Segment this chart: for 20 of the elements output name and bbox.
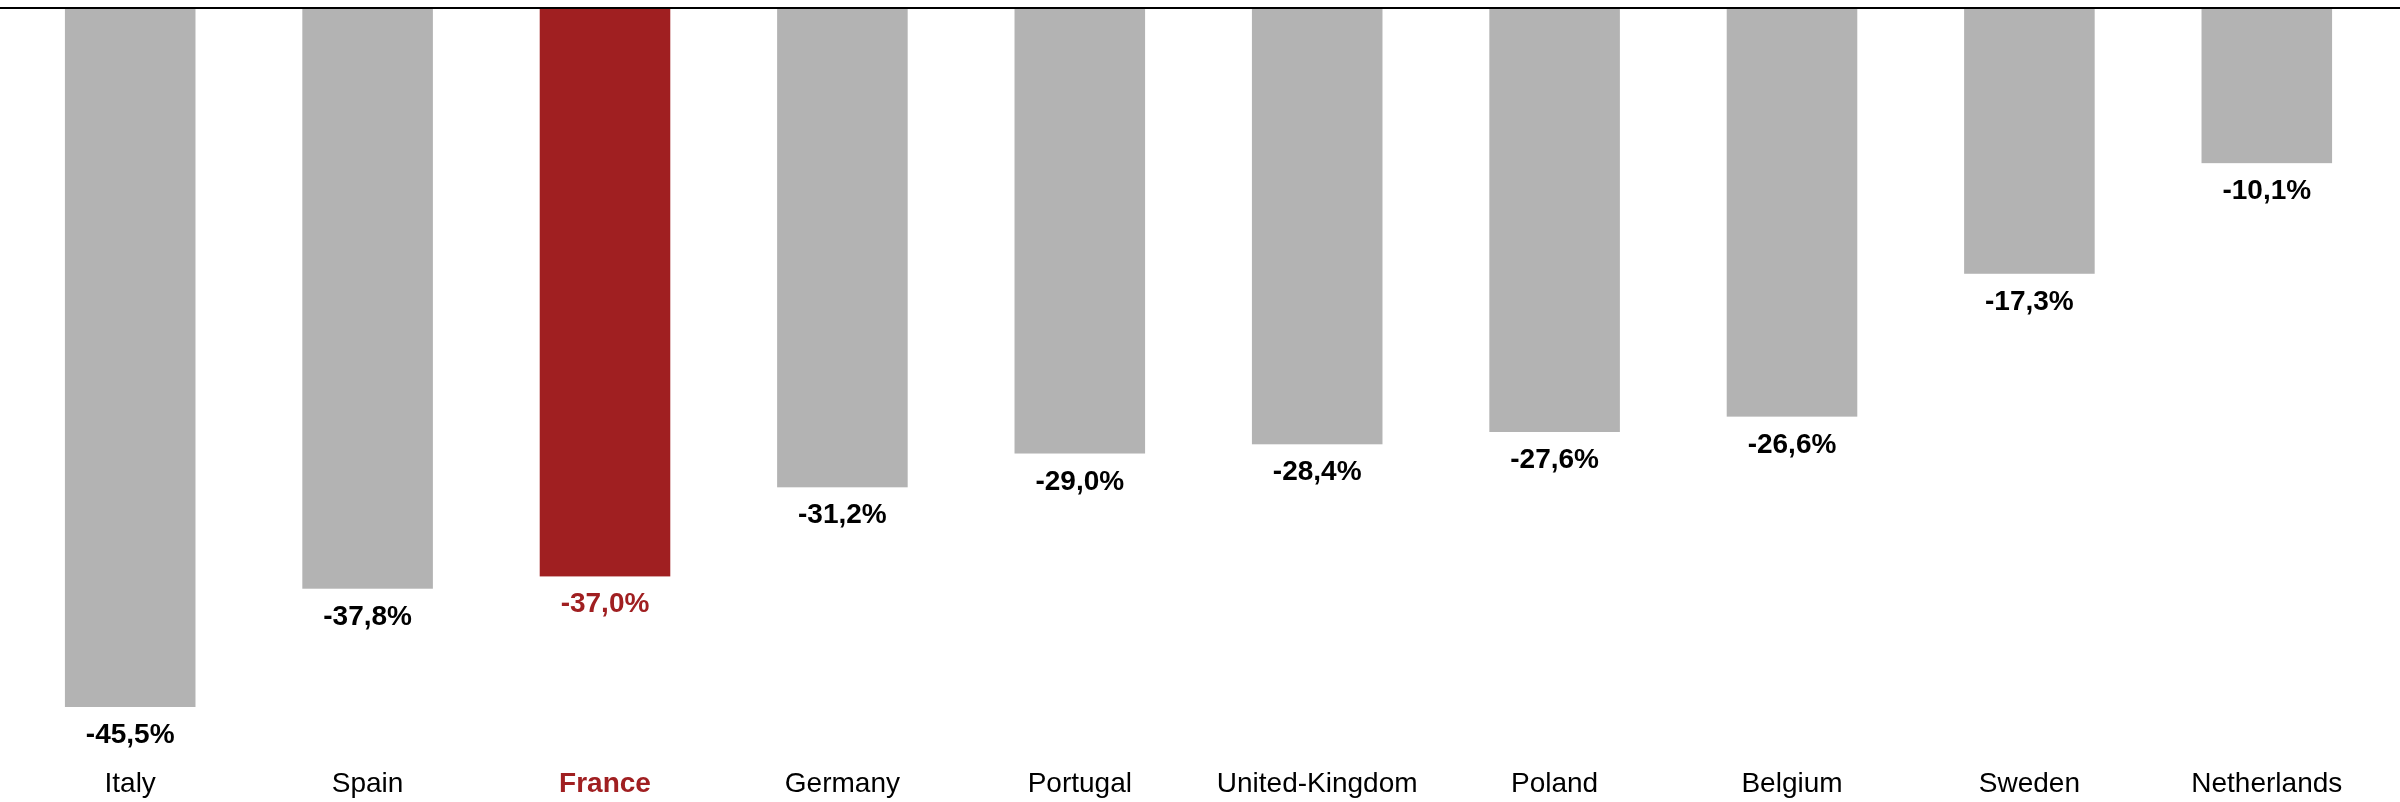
data-label: -37,0% bbox=[560, 587, 650, 619]
x-tick-label: Sweden bbox=[1978, 767, 2080, 798]
data-label: -17,3% bbox=[1985, 284, 2074, 316]
data-label: -28,4% bbox=[1272, 455, 1362, 487]
x-tick-label: Belgium bbox=[1741, 767, 1843, 798]
data-label: -10,1% bbox=[2222, 174, 2312, 206]
x-tick-label: United-Kingdom bbox=[1216, 767, 1418, 798]
x-tick-label: Italy bbox=[104, 767, 156, 798]
x-tick-label: France bbox=[559, 767, 651, 798]
x-tick-label: Netherlands bbox=[2191, 767, 2343, 798]
x-tick-label: Portugal bbox=[1027, 767, 1132, 798]
data-label: -26,6% bbox=[1747, 427, 1837, 459]
data-label: -37,8% bbox=[323, 599, 413, 631]
data-label: -29,0% bbox=[1035, 464, 1125, 496]
data-label: -27,6% bbox=[1510, 443, 1600, 475]
data-label: -31,2% bbox=[798, 498, 887, 530]
x-tick-label: Spain bbox=[331, 767, 404, 798]
x-tick-label: Germany bbox=[784, 767, 900, 798]
data-label: -45,5% bbox=[85, 718, 175, 749]
x-tick-label: Poland bbox=[1511, 767, 1599, 798]
